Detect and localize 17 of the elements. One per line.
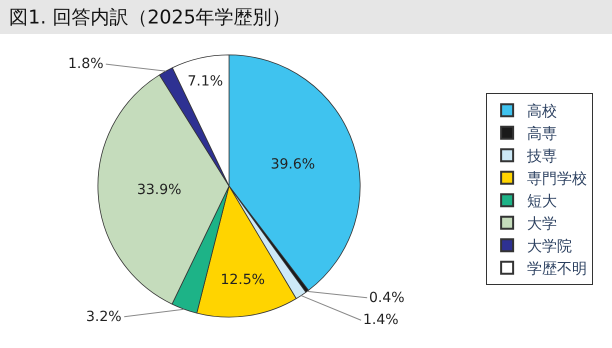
data-label: 1.8%: [68, 56, 104, 72]
legend-label: 高専: [527, 124, 558, 143]
legend-label: 大学: [527, 214, 558, 233]
legend-label: 大学院: [527, 237, 572, 256]
data-label: 0.4%: [369, 290, 405, 306]
legend-label: 短大: [527, 192, 558, 210]
data-label: 1.4%: [363, 312, 399, 328]
data-label: 3.2%: [86, 309, 122, 325]
data-label: 33.9%: [136, 182, 182, 198]
legend-label: 高校: [527, 102, 558, 120]
chart-title: 図1. 回答内訳（2025年学歴別）: [9, 6, 291, 29]
data-label: 39.6%: [270, 156, 316, 172]
legend-label: 学歴不明: [527, 260, 588, 278]
legend-label: 技専: [526, 147, 558, 166]
legend-label: 専門学校: [527, 170, 588, 188]
data-label: 12.5%: [220, 272, 265, 288]
data-label: 7.1%: [187, 73, 224, 90]
